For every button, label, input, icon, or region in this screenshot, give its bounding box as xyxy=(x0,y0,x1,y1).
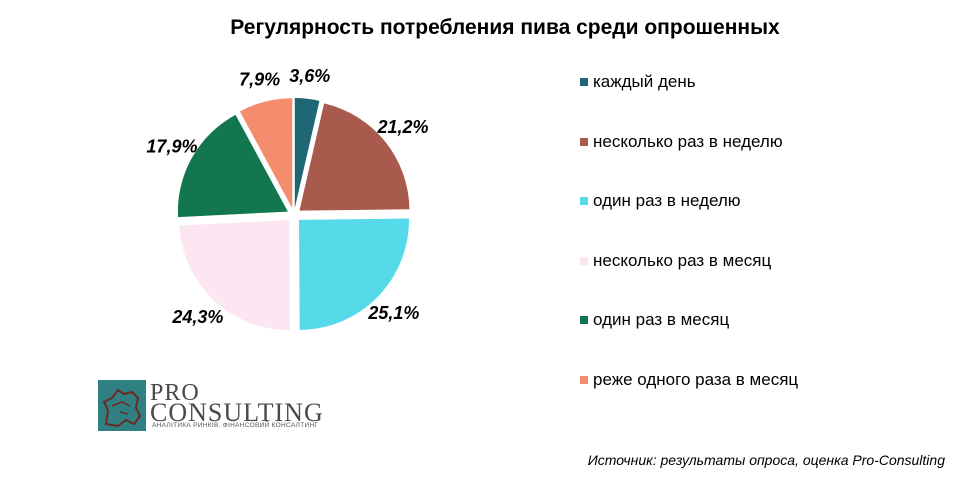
pie-slice xyxy=(298,218,409,330)
legend-label: один раз в месяц xyxy=(593,310,730,329)
legend: каждый день несколько раз в неделю один ра… xyxy=(580,70,798,427)
legend-swatch xyxy=(580,137,588,146)
pie-slice xyxy=(179,220,290,331)
pie-slice xyxy=(239,98,293,209)
legend-item: один раз в месяц xyxy=(580,308,798,332)
legend-swatch xyxy=(580,316,588,324)
legend-label: один раз в неделю xyxy=(593,191,741,210)
legend-item: реже одного раза в месяц xyxy=(580,368,798,392)
pro-consulting-logo: PRO CONSULTING АНАЛІТИКА РИНКІВ. ФІНАНСО… xyxy=(98,380,338,432)
legend-label: несколько раз в неделю xyxy=(593,131,783,151)
legend-label: реже одного раза в месяц xyxy=(593,369,799,389)
pie-data-label: 17,9% xyxy=(146,136,197,156)
legend-item: несколько раз в месяц xyxy=(580,249,798,273)
legend-swatch xyxy=(580,197,588,205)
source-note: Источник: результаты опроса, оценка Pro-… xyxy=(587,452,945,468)
legend-item: каждый день xyxy=(580,70,798,94)
logo-line-2: CONSULTING xyxy=(150,398,324,427)
legend-item: один раз в неделю xyxy=(580,189,798,213)
legend-swatch xyxy=(580,78,588,86)
pie-slice xyxy=(177,114,288,218)
pie-slice xyxy=(299,103,410,211)
pie-data-label: 3,6% xyxy=(289,66,330,86)
pie-data-label: 21,2% xyxy=(376,117,428,137)
legend-label: несколько раз в месяц xyxy=(593,250,772,270)
legend-label: каждый день xyxy=(593,72,696,91)
pie-slice xyxy=(294,98,320,209)
chart-title: Регулярность потребления пива среди опро… xyxy=(230,16,780,39)
logo-tagline: АНАЛІТИКА РИНКІВ. ФІНАНСОВИЙ КОНСАЛТИНГ xyxy=(152,422,319,429)
pie-data-label: 25,1% xyxy=(367,303,419,323)
legend-swatch xyxy=(580,256,588,265)
logo-line-1: PRO xyxy=(150,380,200,406)
pie-data-label: 7,9% xyxy=(239,69,280,89)
logo-rhino-icon xyxy=(98,380,146,431)
pie-data-label: 24,3% xyxy=(171,307,223,327)
legend-item: несколько раз в неделю xyxy=(580,130,798,154)
legend-swatch xyxy=(580,375,588,384)
